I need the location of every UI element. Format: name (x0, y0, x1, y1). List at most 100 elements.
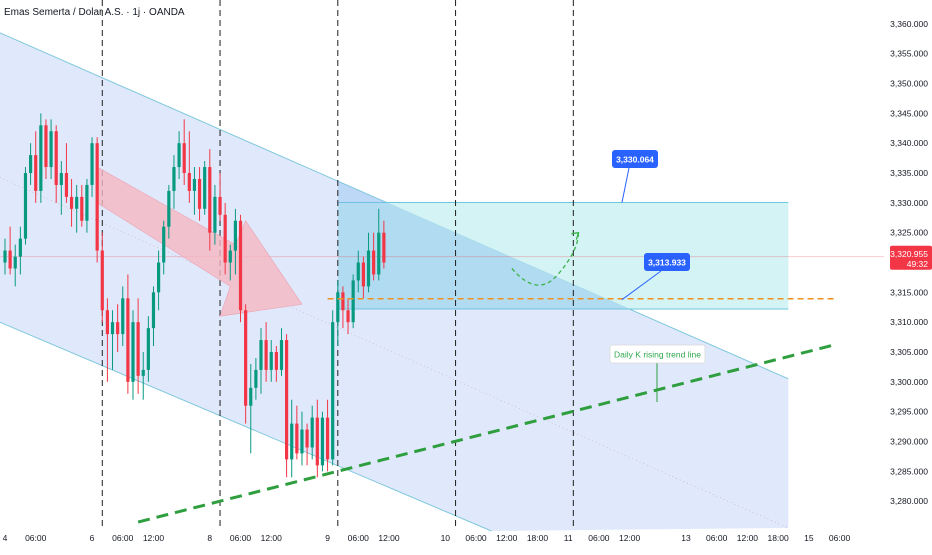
candle-body-10 (54, 131, 58, 185)
candle-body-44 (228, 250, 232, 263)
candle-body-39 (203, 167, 207, 209)
x-tick-1: 06:00 (25, 533, 47, 543)
axis-layer: 3,360.000 3,355.000 3,350.000 3,345.000 3,34… (3, 19, 932, 543)
y-tick-5: 3,335.000 (890, 168, 928, 178)
x-tick-10: 12:00 (378, 533, 400, 543)
candle-body-60 (310, 417, 314, 448)
candle-body-9 (49, 131, 53, 168)
x-tick-7: 12:00 (261, 533, 283, 543)
callout-leader-0 (621, 167, 630, 203)
candle-body-6 (34, 155, 38, 191)
callout-box-0 (612, 150, 658, 168)
candle-body-5 (29, 155, 33, 174)
candle-body-31 (162, 226, 166, 263)
target-zone (337, 202, 789, 310)
callout-box-1 (644, 253, 690, 271)
candles-layer (3, 113, 386, 478)
candle-body-20 (105, 310, 109, 335)
y-tick-7: 3,325.000 (890, 228, 928, 238)
candle-body-40 (208, 167, 212, 233)
candle-body-54 (279, 340, 284, 370)
x-tick-15: 11 (564, 533, 573, 543)
callout-label-1: 3,313.933 (648, 258, 686, 268)
x-tick-0: 4 (3, 533, 8, 543)
candle-body-29 (151, 292, 156, 329)
y-tick-4: 3,340.000 (890, 138, 928, 148)
x-tick-2: 6 (90, 533, 95, 543)
candle-body-19 (100, 250, 104, 311)
candle-body-17 (90, 143, 94, 185)
x-tick-21: 18:00 (767, 533, 789, 543)
candle-body-27 (141, 369, 145, 376)
y-tick-10: 3,310.000 (890, 317, 928, 327)
bearish-arrow (96, 166, 303, 317)
candle-body-22 (116, 322, 120, 335)
rising-trend-line (137, 343, 835, 524)
candle-body-51 (264, 340, 268, 370)
candle-body-71 (366, 250, 371, 287)
candle-body-67 (346, 310, 350, 323)
candle-body-23 (121, 298, 125, 335)
candle-body-1 (8, 250, 12, 269)
chart-title: Emas Semerta / Dolar A.S. · 1j · OANDA (4, 7, 185, 18)
y-tick-9: 3,315.000 (890, 287, 928, 297)
candle-body-66 (341, 292, 345, 311)
candle-body-36 (187, 173, 191, 191)
countdown-label: 49:32 (907, 259, 929, 269)
current-price-tag (890, 245, 932, 270)
x-tick-12: 06:00 (465, 533, 487, 543)
candle-body-4 (23, 173, 28, 239)
y-tick-14: 3,290.000 (890, 436, 928, 446)
candle-body-48 (249, 387, 253, 406)
candle-body-15 (80, 196, 84, 221)
candle-body-41 (213, 196, 217, 233)
candle-body-58 (300, 429, 304, 454)
candle-body-14 (75, 196, 79, 209)
candle-body-25 (131, 322, 135, 382)
candle-body-12 (64, 173, 69, 197)
y-tick-2: 3,350.000 (890, 79, 928, 89)
x-tick-8: 9 (325, 533, 330, 543)
x-tick-16: 06:00 (588, 533, 610, 543)
candle-body-63 (325, 417, 330, 460)
candle-body-55 (285, 340, 289, 460)
candle-body-28 (146, 328, 150, 370)
candle-body-18 (95, 143, 99, 251)
candle-body-21 (110, 322, 115, 335)
y-tick-15: 3,285.000 (890, 466, 928, 476)
candle-body-37 (192, 178, 197, 191)
candle-body-68 (351, 280, 355, 323)
projection-arrowhead (571, 231, 580, 240)
candle-body-47 (244, 310, 248, 406)
candle-body-45 (233, 220, 237, 251)
y-tick-12: 3,300.000 (890, 377, 928, 387)
candle-body-62 (320, 417, 325, 466)
candle-body-16 (85, 184, 89, 221)
candle-body-74 (382, 232, 386, 263)
candle-body-30 (157, 262, 161, 293)
candle-body-53 (274, 352, 278, 370)
callout-label-0: 3,330.064 (616, 155, 654, 165)
channel-lower-line (0, 321, 492, 532)
y-tick-11: 3,305.000 (890, 347, 928, 357)
candle-body-26 (136, 322, 140, 376)
x-tick-4: 12:00 (143, 533, 165, 543)
candle-body-64 (331, 322, 335, 460)
y-tick-0: 3,360.000 (890, 19, 928, 29)
candle-body-43 (223, 214, 227, 263)
note-label: Daily K rising trend line (614, 350, 701, 360)
y-tick-1: 3,355.000 (890, 49, 928, 59)
candle-body-0 (3, 250, 7, 263)
candle-body-8 (44, 125, 48, 168)
x-tick-13: 12:00 (496, 533, 518, 543)
x-tick-19: 06:00 (706, 533, 728, 543)
y-tick-16: 3,280.000 (890, 496, 928, 506)
candle-body-34 (177, 143, 181, 168)
x-tick-14: 18:00 (527, 533, 549, 543)
candle-body-33 (172, 167, 176, 191)
candle-body-7 (39, 125, 43, 191)
callout-leader-1 (621, 270, 662, 301)
x-tick-23: 06:00 (829, 533, 851, 543)
candle-body-70 (361, 262, 365, 287)
